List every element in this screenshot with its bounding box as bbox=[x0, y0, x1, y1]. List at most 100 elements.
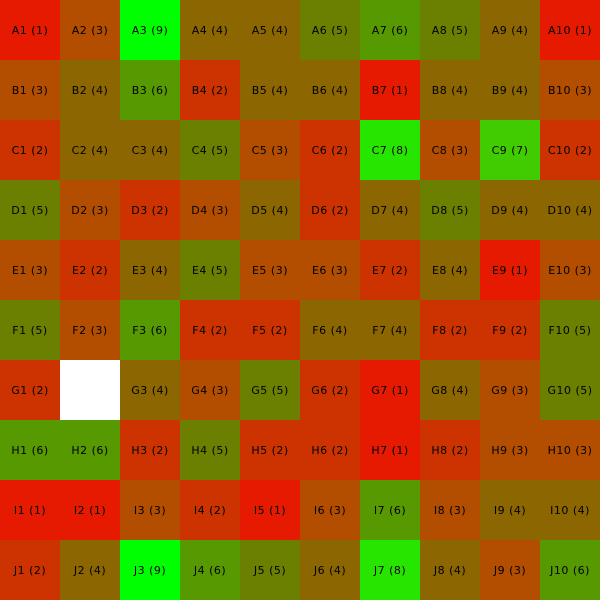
board-cell[interactable]: C9 (7) bbox=[480, 120, 540, 180]
board-cell[interactable]: D7 (4) bbox=[360, 180, 420, 240]
board-cell[interactable]: A3 (9) bbox=[120, 0, 180, 60]
board-cell[interactable]: D9 (4) bbox=[480, 180, 540, 240]
board-cell[interactable]: E10 (3) bbox=[540, 240, 600, 300]
board-cell[interactable]: C10 (2) bbox=[540, 120, 600, 180]
board-cell[interactable]: E8 (4) bbox=[420, 240, 480, 300]
board-cell[interactable]: H1 (6) bbox=[0, 420, 60, 480]
board-cell[interactable]: C6 (2) bbox=[300, 120, 360, 180]
board-cell[interactable]: F6 (4) bbox=[300, 300, 360, 360]
board-cell[interactable]: A1 (1) bbox=[0, 0, 60, 60]
board-cell[interactable]: H2 (6) bbox=[60, 420, 120, 480]
board-cell[interactable]: I4 (2) bbox=[180, 480, 240, 540]
board-cell[interactable]: C4 (5) bbox=[180, 120, 240, 180]
board-cell[interactable]: G9 (3) bbox=[480, 360, 540, 420]
board-cell[interactable]: I9 (4) bbox=[480, 480, 540, 540]
board-cell[interactable]: E7 (2) bbox=[360, 240, 420, 300]
board-cell[interactable]: D10 (4) bbox=[540, 180, 600, 240]
board-cell[interactable]: G4 (3) bbox=[180, 360, 240, 420]
board-cell[interactable]: F8 (2) bbox=[420, 300, 480, 360]
board-cell[interactable]: F2 (3) bbox=[60, 300, 120, 360]
board-cell[interactable]: I5 (1) bbox=[240, 480, 300, 540]
board-cell[interactable]: G1 (2) bbox=[0, 360, 60, 420]
board-cell[interactable]: E2 (2) bbox=[60, 240, 120, 300]
board-cell[interactable]: F9 (2) bbox=[480, 300, 540, 360]
board-cell[interactable]: G10 (5) bbox=[540, 360, 600, 420]
board-cell[interactable]: H10 (3) bbox=[540, 420, 600, 480]
board-cell[interactable]: D8 (5) bbox=[420, 180, 480, 240]
board-cell[interactable]: J8 (4) bbox=[420, 540, 480, 600]
board-cell[interactable]: H7 (1) bbox=[360, 420, 420, 480]
board-cell[interactable]: B8 (4) bbox=[420, 60, 480, 120]
board-cell[interactable]: I8 (3) bbox=[420, 480, 480, 540]
board-cell[interactable]: G7 (1) bbox=[360, 360, 420, 420]
board-cell[interactable]: D2 (3) bbox=[60, 180, 120, 240]
board-cell[interactable]: H5 (2) bbox=[240, 420, 300, 480]
board-cell[interactable]: G6 (2) bbox=[300, 360, 360, 420]
board-cell[interactable]: D6 (2) bbox=[300, 180, 360, 240]
board-cell[interactable]: J1 (2) bbox=[0, 540, 60, 600]
board-cell[interactable]: C8 (3) bbox=[420, 120, 480, 180]
board-cell[interactable]: B3 (6) bbox=[120, 60, 180, 120]
board-cell[interactable]: F7 (4) bbox=[360, 300, 420, 360]
board-cell[interactable]: H9 (3) bbox=[480, 420, 540, 480]
board-cell[interactable]: D1 (5) bbox=[0, 180, 60, 240]
board-cell[interactable]: A6 (5) bbox=[300, 0, 360, 60]
board-cell[interactable]: G8 (4) bbox=[420, 360, 480, 420]
board-cell[interactable]: E4 (5) bbox=[180, 240, 240, 300]
board-cell[interactable]: B1 (3) bbox=[0, 60, 60, 120]
board-cell[interactable]: A10 (1) bbox=[540, 0, 600, 60]
board-cell[interactable]: J5 (5) bbox=[240, 540, 300, 600]
board-cell[interactable]: H6 (2) bbox=[300, 420, 360, 480]
board-cell[interactable]: B6 (4) bbox=[300, 60, 360, 120]
board-cell[interactable]: E1 (3) bbox=[0, 240, 60, 300]
board-cell[interactable]: J9 (3) bbox=[480, 540, 540, 600]
board-cell[interactable]: J3 (9) bbox=[120, 540, 180, 600]
board-cell[interactable]: C2 (4) bbox=[60, 120, 120, 180]
board-cell[interactable]: J4 (6) bbox=[180, 540, 240, 600]
board-cell[interactable]: I3 (3) bbox=[120, 480, 180, 540]
board-cell[interactable]: C7 (8) bbox=[360, 120, 420, 180]
board-cell[interactable]: C5 (3) bbox=[240, 120, 300, 180]
board-cell[interactable]: B7 (1) bbox=[360, 60, 420, 120]
board-cell[interactable]: B10 (3) bbox=[540, 60, 600, 120]
board-cell[interactable]: A8 (5) bbox=[420, 0, 480, 60]
board-cell[interactable]: E6 (3) bbox=[300, 240, 360, 300]
board-cell[interactable]: I6 (3) bbox=[300, 480, 360, 540]
board-cell[interactable]: A9 (4) bbox=[480, 0, 540, 60]
board-cell[interactable]: B9 (4) bbox=[480, 60, 540, 120]
board-cell[interactable]: B5 (4) bbox=[240, 60, 300, 120]
board-cell[interactable]: J10 (6) bbox=[540, 540, 600, 600]
board-cell[interactable]: B4 (2) bbox=[180, 60, 240, 120]
board-cell[interactable]: F3 (6) bbox=[120, 300, 180, 360]
board-cell[interactable]: G3 (4) bbox=[120, 360, 180, 420]
board-cell[interactable]: A5 (4) bbox=[240, 0, 300, 60]
board-cell[interactable]: E5 (3) bbox=[240, 240, 300, 300]
board-cell[interactable]: F10 (5) bbox=[540, 300, 600, 360]
board-cell[interactable]: D4 (3) bbox=[180, 180, 240, 240]
board-cell[interactable]: G5 (5) bbox=[240, 360, 300, 420]
board-cell[interactable]: F4 (2) bbox=[180, 300, 240, 360]
board-cell[interactable]: F5 (2) bbox=[240, 300, 300, 360]
board-cell[interactable]: E9 (1) bbox=[480, 240, 540, 300]
board-cell[interactable]: J6 (4) bbox=[300, 540, 360, 600]
board-cell[interactable] bbox=[60, 360, 120, 420]
board-cell[interactable]: B2 (4) bbox=[60, 60, 120, 120]
board-cell[interactable]: I10 (4) bbox=[540, 480, 600, 540]
board-cell[interactable]: J2 (4) bbox=[60, 540, 120, 600]
board-cell[interactable]: A4 (4) bbox=[180, 0, 240, 60]
board-cell[interactable]: A2 (3) bbox=[60, 0, 120, 60]
board-cell[interactable]: E3 (4) bbox=[120, 240, 180, 300]
board-cell[interactable]: I1 (1) bbox=[0, 480, 60, 540]
board-cell[interactable]: A7 (6) bbox=[360, 0, 420, 60]
board-cell[interactable]: D3 (2) bbox=[120, 180, 180, 240]
board-cell[interactable]: C3 (4) bbox=[120, 120, 180, 180]
board-cell[interactable]: H3 (2) bbox=[120, 420, 180, 480]
board-cell[interactable]: I2 (1) bbox=[60, 480, 120, 540]
board-cell[interactable]: H8 (2) bbox=[420, 420, 480, 480]
board-cell[interactable]: J7 (8) bbox=[360, 540, 420, 600]
board-cell[interactable]: C1 (2) bbox=[0, 120, 60, 180]
board-cell[interactable]: D5 (4) bbox=[240, 180, 300, 240]
board-cell[interactable]: H4 (5) bbox=[180, 420, 240, 480]
board-cell[interactable]: F1 (5) bbox=[0, 300, 60, 360]
board-cell[interactable]: I7 (6) bbox=[360, 480, 420, 540]
